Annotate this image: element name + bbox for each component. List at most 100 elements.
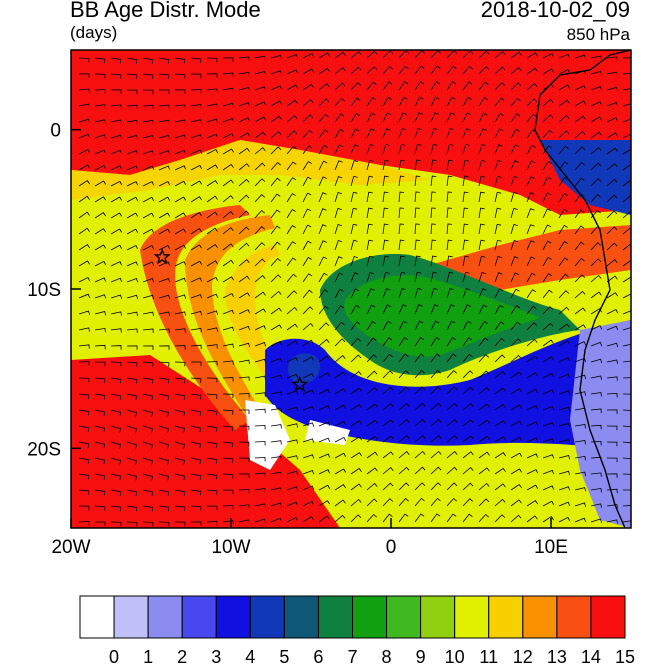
- wind-barb: [286, 69, 299, 75]
- wind-barb: [174, 149, 187, 155]
- wind-barb: [158, 311, 170, 316]
- wind-barb: [238, 441, 250, 447]
- wind-barb: [174, 361, 186, 367]
- wind-barb: [206, 179, 218, 187]
- wind-barb: [494, 256, 502, 267]
- wind-barb: [526, 208, 535, 219]
- wind-barb: [590, 358, 603, 364]
- wind-barb: [318, 176, 327, 187]
- wind-barb: [430, 255, 437, 267]
- wind-barb: [126, 196, 139, 203]
- wind-barb: [510, 499, 522, 507]
- wind-barb: [286, 470, 299, 476]
- wind-barb: [350, 272, 359, 283]
- wind-barb: [494, 223, 502, 235]
- coastline: [534, 50, 631, 528]
- wind-barb: [302, 114, 314, 123]
- wind-barb: [510, 305, 521, 315]
- wind-barb: [606, 178, 618, 187]
- wind-barb: [94, 344, 106, 350]
- wind-barb: [542, 289, 553, 299]
- wind-barb: [574, 274, 586, 283]
- wind-barb: [606, 242, 618, 251]
- wind-barb: [430, 223, 436, 235]
- wind-barb: [222, 163, 234, 171]
- wind-barb: [430, 127, 439, 139]
- wind-barb: [110, 165, 123, 171]
- wind-barb: [478, 143, 487, 155]
- wind-barb: [494, 159, 503, 171]
- wind-barb: [142, 457, 154, 465]
- wind-barb: [206, 118, 219, 124]
- wind-barb: [334, 436, 347, 443]
- wind-barb: [206, 310, 219, 315]
- wind-barb: [302, 160, 312, 171]
- wind-barb: [622, 310, 631, 315]
- wind-barb: [174, 294, 187, 299]
- wind-barb: [526, 453, 539, 459]
- wind-barb: [622, 505, 631, 507]
- wind-barb: [590, 518, 603, 523]
- wind-barb: [366, 128, 375, 139]
- wind-barb: [286, 439, 298, 444]
- wind-barb: [574, 257, 585, 267]
- wind-barb: [142, 473, 154, 481]
- wind-barb: [526, 405, 539, 411]
- wind-barb: [270, 177, 281, 187]
- wind-barb: [462, 386, 474, 395]
- wind-barb: [542, 240, 552, 251]
- wind-barb: [174, 57, 186, 64]
- wind-barb: [302, 129, 313, 139]
- wind-barb: [318, 484, 331, 491]
- wind-barb: [334, 239, 343, 251]
- wind-barb: [174, 119, 186, 124]
- wind-barb: [430, 65, 441, 75]
- wind-barb: [494, 288, 504, 299]
- wind-barb: [334, 288, 344, 299]
- wind-barb: [366, 159, 374, 171]
- wind-barb: [94, 294, 107, 299]
- wind-barb: [622, 520, 631, 523]
- y-tick-label: 0: [50, 121, 61, 142]
- wind-barb: [430, 287, 438, 299]
- wind-barb: [590, 258, 602, 267]
- wind-barb: [94, 409, 106, 416]
- wind-barb: [78, 57, 90, 63]
- wind-barb: [110, 311, 122, 316]
- wind-barb: [558, 486, 571, 491]
- wind-barb: [126, 441, 138, 449]
- wind-barb: [94, 489, 106, 496]
- wind-barb: [286, 115, 298, 123]
- wind-barb: [558, 470, 571, 476]
- wind-barb: [542, 454, 555, 459]
- wind-barb: [222, 211, 234, 219]
- wind-barb: [622, 425, 631, 428]
- wind-barb: [286, 306, 298, 315]
- wind-barb: [494, 191, 502, 203]
- wind-barb: [142, 119, 154, 125]
- colorbar-label: 9: [416, 647, 426, 667]
- wind-barb: [462, 419, 474, 427]
- wind-barb: [558, 114, 570, 123]
- colorbar-label: 10: [445, 647, 465, 667]
- wind-barb: [366, 288, 375, 299]
- wind-barb: [446, 127, 455, 139]
- wind-barb: [110, 294, 123, 299]
- wind-barb: [318, 160, 328, 171]
- wind-barb: [110, 73, 122, 79]
- wind-barb: [606, 376, 618, 381]
- wind-barb: [206, 344, 218, 349]
- wind-barb: [526, 240, 535, 251]
- wind-barb: [446, 320, 456, 331]
- wind-barb: [254, 242, 266, 251]
- wind-barb: [558, 406, 571, 412]
- wind-barb: [206, 195, 218, 203]
- wind-barb: [158, 212, 171, 219]
- wind-barb: [286, 406, 299, 412]
- wind-barb: [606, 504, 618, 509]
- wind-barb: [574, 100, 587, 107]
- wind-barb: [382, 207, 389, 219]
- wind-barb: [78, 520, 90, 526]
- wind-barb: [542, 485, 555, 491]
- wind-barb: [286, 273, 297, 283]
